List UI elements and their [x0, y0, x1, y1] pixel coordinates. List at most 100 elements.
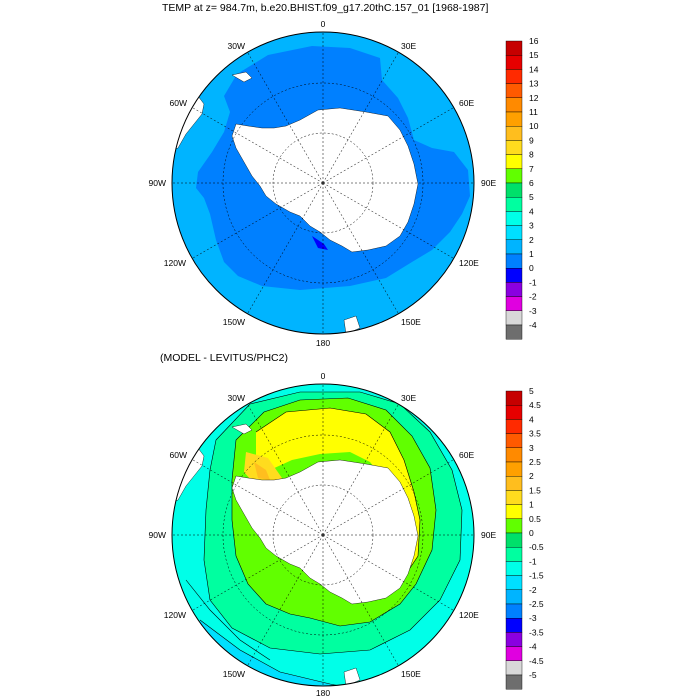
colorbar-swatch — [505, 310, 523, 326]
colorbar-swatch — [505, 225, 523, 241]
colorbar-swatch — [505, 419, 523, 434]
colorbar-tick-label: 4 — [529, 414, 534, 424]
lon-label-0: 0 — [321, 371, 326, 381]
contour-lines — [185, 391, 463, 686]
colorbar-tick-label: 14 — [529, 64, 539, 74]
colorbar-swatch — [505, 646, 523, 661]
colorbar-swatch — [505, 433, 523, 449]
colorbar-tick-label: -3 — [529, 306, 537, 316]
map-border — [171, 31, 475, 335]
colorbar-swatch — [505, 253, 523, 269]
colorbar-tick-label: 1 — [529, 249, 534, 259]
colorbar-swatch — [505, 239, 523, 255]
colorbar-tick-label: 9 — [529, 135, 534, 145]
colorbar-tick-label: -3 — [529, 613, 537, 623]
cold-patch — [312, 236, 328, 250]
colorbar-swatch — [505, 125, 523, 141]
colorbar-difference: 5 4.5 4 3.5 3 2.5 2 1.5 1 0.5 0 -0.5 -1 -1.5 -2 -2.5 -3 -… — [505, 386, 544, 690]
longitude-labels-top: 0 30E 60E 90E 120E 150E 180 150W 120W 90… — [149, 19, 497, 348]
colorbar-swatch — [505, 69, 523, 84]
colorbar-swatch — [505, 182, 523, 198]
colorbar-tick-label: 0.5 — [529, 514, 541, 524]
colorbar-tick-label: 3.5 — [529, 429, 541, 439]
colorbar-tick-label: 5 — [529, 386, 534, 396]
colorbar-tick-label: -2.5 — [529, 599, 544, 609]
colorbar-tick-label: 7 — [529, 164, 534, 174]
colorbar-swatch — [505, 111, 523, 127]
land-new-zealand — [343, 315, 361, 334]
lon-label-60w: 60W — [170, 98, 187, 108]
colorbar-swatch — [505, 674, 523, 690]
colorbar-tick-label: 6 — [529, 178, 534, 188]
lon-label-60w: 60W — [170, 450, 187, 460]
colorbar-tick-label: -4 — [529, 320, 537, 330]
colorbar-swatch — [505, 532, 523, 548]
lon-label-30w: 30W — [228, 393, 245, 403]
lon-label-120w: 120W — [164, 258, 186, 268]
lon-label-150w: 150W — [223, 669, 245, 679]
land-antarctica — [231, 459, 419, 605]
map-difference — [171, 383, 475, 687]
graticule — [172, 32, 474, 334]
colorbar-swatch — [505, 504, 523, 520]
lon-label-30e: 30E — [401, 41, 416, 51]
colorbar-swatch — [505, 168, 523, 184]
land-new-zealand — [343, 667, 361, 686]
colorbar-swatch — [505, 296, 523, 312]
lon-label-90e: 90E — [481, 530, 496, 540]
colorbar-tick-label: -1.5 — [529, 571, 544, 581]
colorbar-tick-label: 2 — [529, 235, 534, 245]
colorbar-swatch — [505, 660, 523, 676]
colorbar-swatch — [505, 589, 523, 605]
map-border — [171, 383, 475, 687]
colorbar-tick-label: 0 — [529, 528, 534, 538]
colorbar-tick-label: 10 — [529, 121, 539, 131]
colorbar-swatch — [505, 154, 523, 170]
colorbar-swatch — [505, 390, 523, 406]
colorbar-swatch — [505, 83, 523, 98]
lon-label-120w: 120W — [164, 610, 186, 620]
land-africa — [231, 423, 253, 435]
colorbar-tick-label: 1 — [529, 500, 534, 510]
colorbar-tick-label: -2 — [529, 585, 537, 595]
land-antarctica — [231, 107, 419, 253]
colorbar-tick-label: -4 — [529, 642, 537, 652]
colorbar-swatch — [505, 324, 523, 340]
colorbar-tick-label: 15 — [529, 50, 539, 60]
longitude-labels-bottom: 0 30E 60E 90E 120E 150E 180 150W 120W 90… — [149, 371, 497, 698]
colorbar-swatch — [505, 547, 523, 562]
lon-label-120e: 120E — [459, 610, 479, 620]
colorbar-tick-label: 2.5 — [529, 457, 541, 467]
colorbar-tick-label: -3.5 — [529, 627, 544, 637]
colorbar-tick-label: 5 — [529, 192, 534, 202]
colorbar-swatch — [505, 618, 523, 633]
lon-label-60e: 60E — [459, 450, 474, 460]
colorbar-tick-label: -4.5 — [529, 656, 544, 666]
colorbar-tick-label: 1.5 — [529, 485, 541, 495]
colorbar-swatch — [505, 603, 523, 619]
colorbar-swatch — [505, 632, 523, 647]
colorbar-swatch — [505, 40, 523, 56]
colorbar-tick-label: 12 — [529, 93, 539, 103]
colorbar-tick-label: 2 — [529, 471, 534, 481]
lon-label-180: 180 — [316, 688, 330, 698]
colorbar-tick-label: 13 — [529, 79, 539, 89]
lon-label-90w: 90W — [149, 530, 166, 540]
lon-label-120e: 120E — [459, 258, 479, 268]
colorbar-tick-label: 3 — [529, 443, 534, 453]
colorbar-tick-label: 16 — [529, 36, 539, 46]
lon-label-150w: 150W — [223, 317, 245, 327]
lon-label-90w: 90W — [149, 178, 166, 188]
colorbar-tick-label: -2 — [529, 292, 537, 302]
colorbar-tick-label: -5 — [529, 670, 537, 680]
colorbar-swatch — [505, 282, 523, 297]
lon-label-180: 180 — [316, 338, 330, 348]
lon-label-30w: 30W — [228, 41, 245, 51]
colorbar-tick-label: 3 — [529, 221, 534, 231]
colorbar-tick-label: 4.5 — [529, 400, 541, 410]
colorbar-tick-label: 11 — [529, 107, 538, 117]
diff-zone-warmest — [254, 462, 270, 480]
map-temperature — [171, 31, 475, 335]
